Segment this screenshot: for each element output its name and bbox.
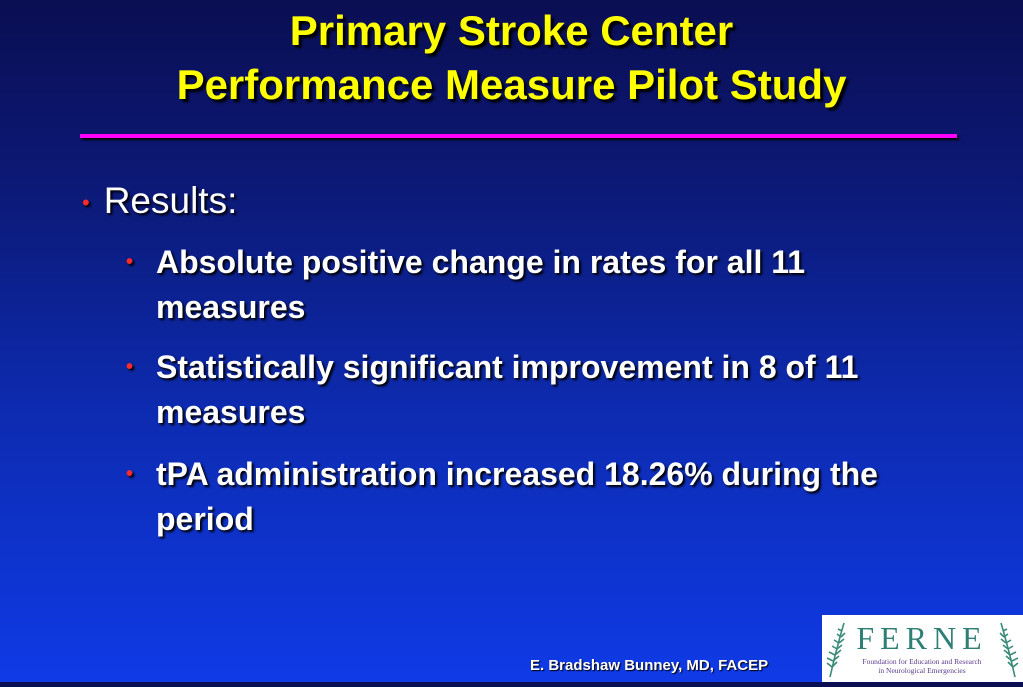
slide-title: Primary Stroke Center Performance Measur… (0, 4, 1023, 112)
bullet-dot-icon: • (126, 463, 134, 485)
presenter-credit: E. Bradshaw Bunney, MD, FACEP (530, 657, 769, 674)
logo-tagline-1: Foundation for Education and Research (862, 657, 981, 666)
bullet-dot-icon: • (126, 251, 134, 273)
sub-bullet-text: Statistically significant improvement in… (156, 349, 859, 430)
logo-tagline-2: in Neurological Emergencies (878, 666, 965, 675)
title-line-1: Primary Stroke Center (289, 7, 734, 54)
sub-bullet-text: Absolute positive change in rates for al… (156, 244, 806, 325)
title-underline (80, 134, 957, 138)
ferne-logo-graphic: FERNE Foundation for Education and Resea… (822, 615, 1023, 682)
bullet-results: • Results: (82, 178, 237, 226)
sub-bullet-3: • tPA administration increased 18.26% du… (126, 452, 946, 542)
sub-bullet-text: tPA administration increased 18.26% duri… (156, 456, 878, 537)
title-line-2: Performance Measure Pilot Study (176, 61, 847, 108)
logo-wordmark: FERNE (856, 620, 987, 656)
bullet-dot-icon: • (82, 190, 90, 216)
results-heading: Results: (103, 180, 238, 221)
sub-bullet-2: • Statistically significant improvement … (126, 345, 946, 435)
bullet-dot-icon: • (126, 356, 134, 378)
sub-bullet-1: • Absolute positive change in rates for … (126, 240, 946, 330)
ferne-logo: FERNE Foundation for Education and Resea… (822, 615, 1023, 682)
